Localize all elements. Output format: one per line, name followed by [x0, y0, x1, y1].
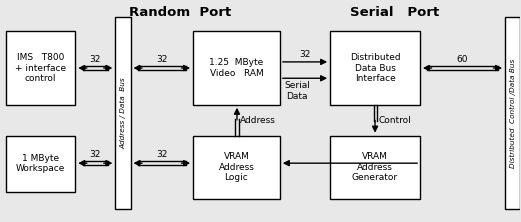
Text: 32: 32	[156, 150, 167, 159]
Text: 32: 32	[156, 55, 167, 64]
Text: 1.25  MByte
Video   RAM: 1.25 MByte Video RAM	[209, 58, 264, 78]
Text: VRAM
Address
Generator: VRAM Address Generator	[352, 152, 398, 182]
Text: Serial   Port: Serial Port	[350, 6, 439, 19]
Text: Serial
Data: Serial Data	[284, 81, 311, 101]
Bar	[6, 136, 76, 192]
Bar	[330, 136, 420, 199]
Text: 32: 32	[90, 150, 101, 159]
Text: Random  Port: Random Port	[129, 6, 231, 19]
Text: 60: 60	[457, 55, 468, 64]
Bar	[330, 31, 420, 105]
Bar	[193, 31, 280, 105]
Text: Distributed  Control /Data Bus: Distributed Control /Data Bus	[510, 58, 516, 168]
Text: VRAM
Address
Logic: VRAM Address Logic	[218, 152, 254, 182]
Text: 1 MByte
Workspace: 1 MByte Workspace	[16, 154, 65, 173]
Bar	[193, 136, 280, 199]
Text: IMS   T800
+ interface
control: IMS T800 + interface control	[15, 53, 66, 83]
Bar	[115, 17, 131, 209]
Text: Address / Data  Bus: Address / Data Bus	[120, 77, 126, 149]
Text: Address: Address	[240, 116, 276, 125]
Text: 32: 32	[299, 50, 311, 59]
Text: Distributed
Data Bus
Interface: Distributed Data Bus Interface	[350, 53, 400, 83]
Text: 32: 32	[90, 55, 101, 64]
Bar	[6, 31, 76, 105]
Bar	[505, 17, 520, 209]
Text: Control: Control	[378, 116, 411, 125]
